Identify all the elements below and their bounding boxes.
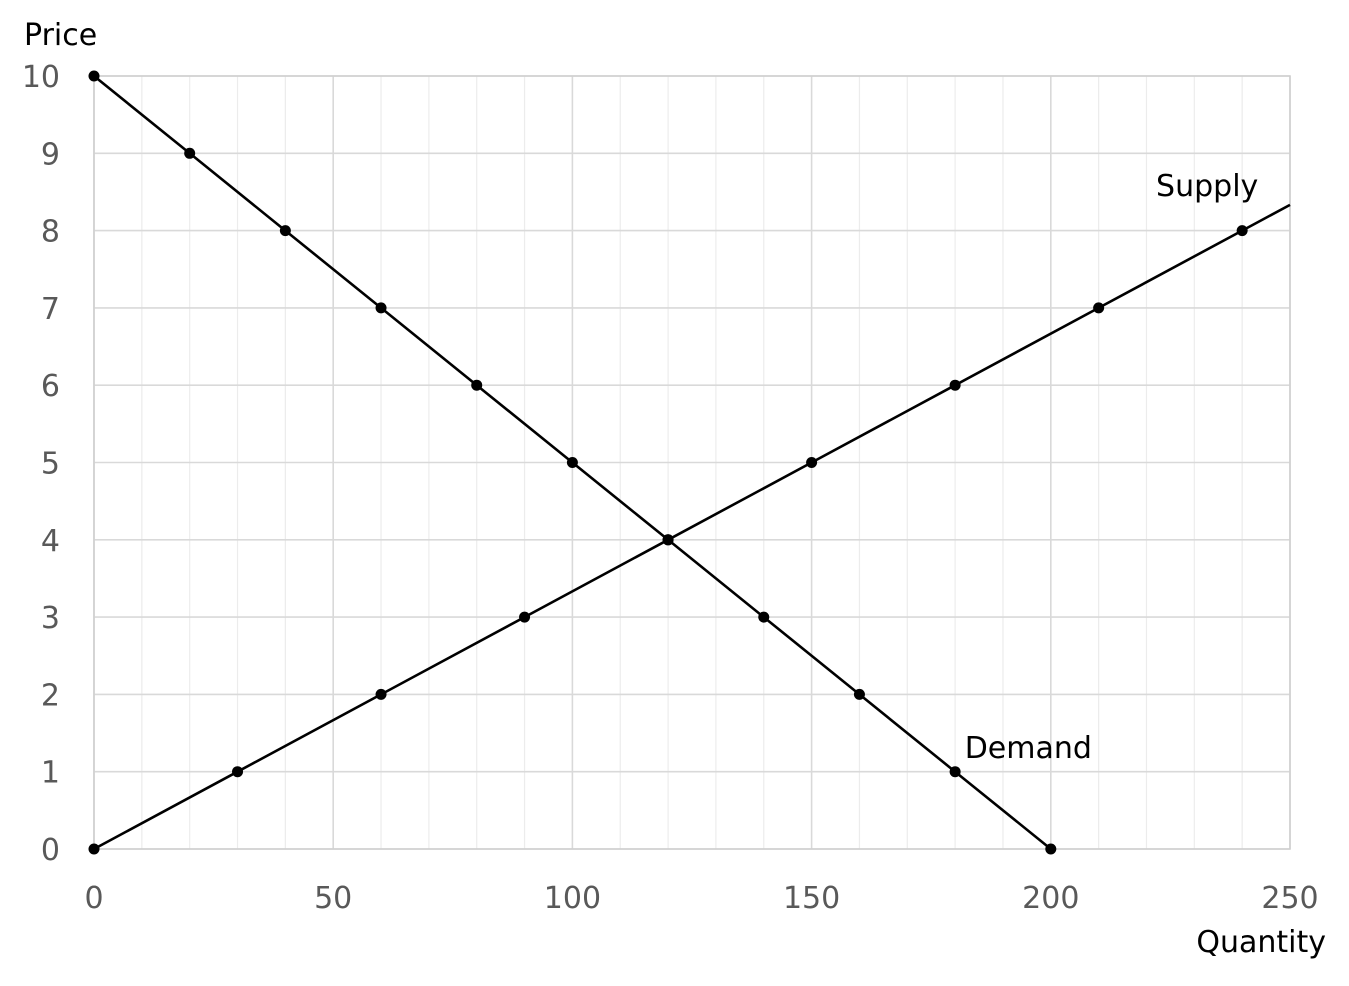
y-tick-label: 9	[41, 137, 60, 172]
y-tick-label: 7	[41, 292, 60, 327]
y-tick-label: 8	[41, 215, 60, 250]
supply-point	[1236, 225, 1248, 237]
y-axis-ticks: 0 1 2 3 4 5 6 7 8 9 10	[22, 60, 60, 868]
supply-point	[662, 534, 674, 546]
supply-point	[806, 457, 818, 468]
y-tick-label: 10	[22, 60, 60, 95]
demand-point	[1045, 843, 1057, 855]
y-tick-label: 2	[41, 678, 60, 713]
demand-point	[184, 147, 196, 159]
x-tick-label: 250	[1261, 881, 1318, 916]
demand-point	[566, 457, 578, 468]
demand-point	[279, 225, 291, 237]
y-tick-label: 6	[41, 369, 60, 404]
y-axis-title: Price	[24, 18, 97, 53]
demand-point	[375, 302, 387, 314]
supply-point	[519, 611, 531, 623]
x-tick-label: 50	[314, 881, 352, 916]
y-tick-label: 5	[41, 447, 60, 482]
series-layer: Demand Supply	[88, 70, 1291, 855]
x-axis-ticks: 0 50 100 150 200 250	[84, 881, 1318, 916]
y-tick-label: 1	[41, 756, 60, 791]
supply-point	[88, 843, 100, 855]
supply-point	[1093, 302, 1105, 314]
demand-point	[758, 611, 770, 623]
supply-point	[232, 766, 244, 778]
supply-point	[949, 379, 961, 391]
x-tick-label: 200	[1022, 881, 1079, 916]
plot-frame	[93, 75, 1291, 850]
y-tick-label: 0	[41, 833, 60, 868]
y-tick-label: 3	[41, 601, 60, 636]
supply-line	[93, 203, 1291, 851]
x-tick-label: 150	[783, 881, 840, 916]
demand-point	[471, 379, 483, 391]
x-tick-label: 0	[84, 881, 103, 916]
demand-point	[949, 766, 961, 778]
grid	[93, 75, 1291, 850]
demand-label: Demand	[965, 731, 1092, 766]
supply-label: Supply	[1156, 169, 1258, 204]
demand-point	[88, 70, 100, 82]
y-tick-label: 4	[41, 524, 60, 559]
supply-point	[375, 688, 387, 700]
x-axis-title: Quantity	[1196, 925, 1326, 960]
x-tick-label: 100	[544, 881, 601, 916]
demand-point	[853, 688, 865, 700]
